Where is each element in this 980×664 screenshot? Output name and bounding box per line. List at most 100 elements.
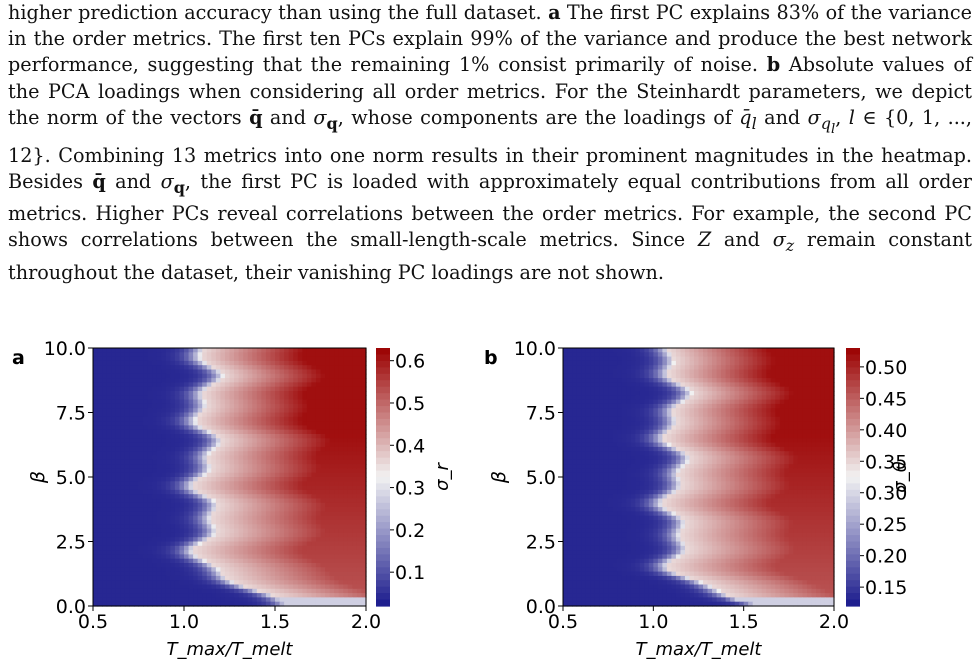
heatmap-cell — [703, 416, 709, 422]
heatmap-cell — [93, 360, 99, 366]
heatmap-cell — [234, 446, 240, 452]
heatmap-cell — [315, 502, 322, 508]
heatmap-cell — [102, 468, 108, 474]
heatmap-cell — [361, 425, 367, 431]
heatmap-cell — [657, 365, 663, 371]
heatmap-cell — [311, 481, 317, 487]
heatmap-cell — [766, 365, 772, 371]
heatmap-cell — [793, 382, 799, 388]
heatmap-cell — [115, 584, 121, 590]
heatmap-cell — [102, 378, 108, 383]
heatmap-cell — [680, 386, 686, 392]
heatmap-cell — [820, 395, 826, 401]
heatmap-cell — [215, 524, 221, 530]
heatmap-cell — [138, 537, 144, 543]
heatmap-cell — [779, 391, 785, 396]
heatmap-cell — [279, 515, 285, 521]
heatmap-cell — [147, 421, 153, 426]
heatmap-cell — [165, 399, 171, 405]
heatmap-cell — [648, 416, 654, 422]
heatmap-cell — [356, 348, 363, 353]
heatmap-cell — [352, 373, 358, 379]
heatmap-cell — [93, 446, 99, 452]
heatmap-cell — [302, 360, 308, 366]
heatmap-cell — [329, 498, 335, 504]
heatmap-cell — [329, 352, 335, 358]
heatmap-cell — [293, 571, 299, 577]
heatmap-cell — [261, 451, 267, 457]
heatmap-cell — [165, 494, 171, 500]
heatmap-cell — [215, 571, 221, 577]
heatmap-cell — [152, 395, 158, 401]
heatmap-cell — [572, 399, 578, 405]
heatmap-cell — [635, 412, 641, 418]
heatmap-cell — [106, 442, 112, 448]
heatmap-cell — [302, 455, 308, 461]
heatmap-cell — [247, 446, 253, 452]
heatmap-cell — [334, 373, 340, 379]
heatmap-cell — [224, 412, 231, 418]
heatmap-cell — [752, 365, 758, 371]
heatmap-cell — [124, 464, 130, 469]
heatmap-cell — [361, 593, 367, 598]
heatmap-cell — [275, 438, 281, 444]
heatmap-cell — [179, 481, 185, 487]
heatmap-cell — [156, 360, 162, 366]
heatmap-cell — [124, 537, 130, 543]
heatmap-cell — [97, 425, 103, 431]
heatmap-cell — [788, 421, 794, 426]
heatmap-cell — [161, 429, 167, 435]
heatmap-cell — [120, 451, 126, 457]
heatmap-cell — [129, 567, 135, 573]
heatmap-cell — [325, 541, 331, 547]
heatmap-cell — [703, 395, 709, 401]
heatmap-cell — [234, 459, 240, 465]
heatmap-cell — [143, 528, 149, 534]
heatmap-cell — [639, 425, 645, 431]
heatmap-cell — [93, 352, 99, 358]
heatmap-cell — [689, 373, 695, 379]
heatmap-cell — [306, 584, 312, 590]
heatmap-cell — [193, 425, 199, 431]
heatmap-cell — [202, 528, 208, 534]
heatmap-cell — [329, 507, 335, 512]
heatmap-cell — [824, 360, 831, 366]
heatmap-cell — [238, 356, 244, 362]
heatmap-cell — [829, 356, 835, 362]
heatmap-cell — [594, 421, 600, 426]
heatmap-cell — [338, 434, 344, 439]
heatmap-cell — [302, 399, 308, 405]
heatmap-cell — [752, 421, 758, 426]
heatmap-cell — [147, 365, 153, 371]
heatmap-cell — [757, 373, 763, 379]
heatmap-cell — [306, 520, 312, 525]
heatmap-cell — [234, 550, 240, 555]
heatmap-cell — [811, 403, 817, 409]
heatmap-cell — [243, 541, 249, 547]
heatmap-cell — [93, 554, 99, 560]
heatmap-cell — [115, 515, 121, 521]
heatmap-cell — [293, 421, 299, 426]
heatmap-cell — [734, 399, 740, 405]
heatmap-cell — [338, 451, 344, 457]
heatmap-cell — [288, 541, 294, 547]
heatmap-cell — [102, 412, 108, 418]
heatmap-cell — [202, 502, 208, 508]
heatmap-cell — [275, 425, 281, 431]
heatmap-cell — [143, 412, 149, 418]
heatmap-cell — [343, 520, 349, 525]
heatmap-cell — [343, 468, 349, 474]
heatmap-cell — [138, 365, 144, 371]
heatmap-cell — [302, 485, 308, 491]
heatmap-cell — [680, 425, 686, 431]
heatmap-cell — [220, 348, 226, 353]
heatmap-cell — [115, 498, 121, 504]
heatmap-cell — [202, 442, 208, 448]
heatmap-cell — [693, 395, 700, 401]
heatmap-cell — [193, 537, 199, 543]
heatmap-cell — [220, 365, 226, 371]
heatmap-cell — [124, 382, 130, 388]
heatmap-cell — [115, 528, 121, 534]
heatmap-cell — [256, 360, 262, 366]
heatmap-cell — [270, 550, 276, 555]
